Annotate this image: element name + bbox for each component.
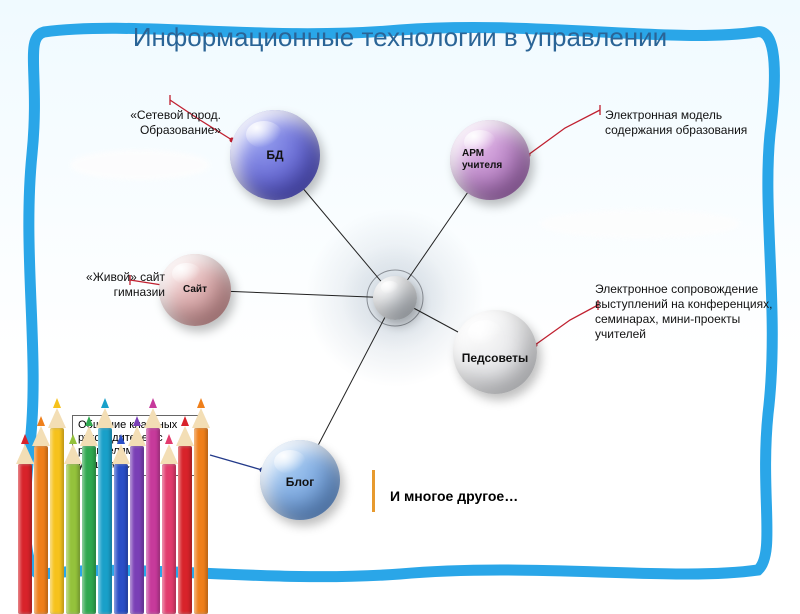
node-ped-label: Педсоветы: [453, 351, 537, 365]
pencil: [50, 428, 64, 614]
node-arm-label: АРМ учителя: [462, 148, 526, 171]
node-site-label: Сайт: [159, 284, 231, 295]
divider-bar: [372, 470, 375, 512]
node-bd-label: БД: [230, 148, 320, 162]
pencil: [162, 464, 176, 614]
pencils-decoration: [0, 410, 230, 600]
pencil: [194, 428, 208, 614]
more-label: И многое другое…: [390, 488, 518, 504]
pencil: [98, 428, 112, 614]
pencil: [130, 446, 144, 614]
node-blog-label: Блог: [260, 475, 340, 489]
pencil: [114, 464, 128, 614]
pencil: [146, 428, 160, 614]
pencil: [178, 446, 192, 614]
center-node: [373, 276, 417, 320]
callout-c-arm: Электронная модель содержания образовани…: [605, 108, 775, 138]
callout-c-bd: «Сетевой город. Образование»: [86, 108, 221, 138]
pencil: [34, 446, 48, 614]
pencil: [18, 464, 32, 614]
callout-c-ped: Электронное сопровождение выступлений на…: [595, 282, 775, 342]
pencil: [82, 446, 96, 614]
pencil: [66, 464, 80, 614]
callout-c-site: «Живой» сайт гимназии: [55, 270, 165, 300]
